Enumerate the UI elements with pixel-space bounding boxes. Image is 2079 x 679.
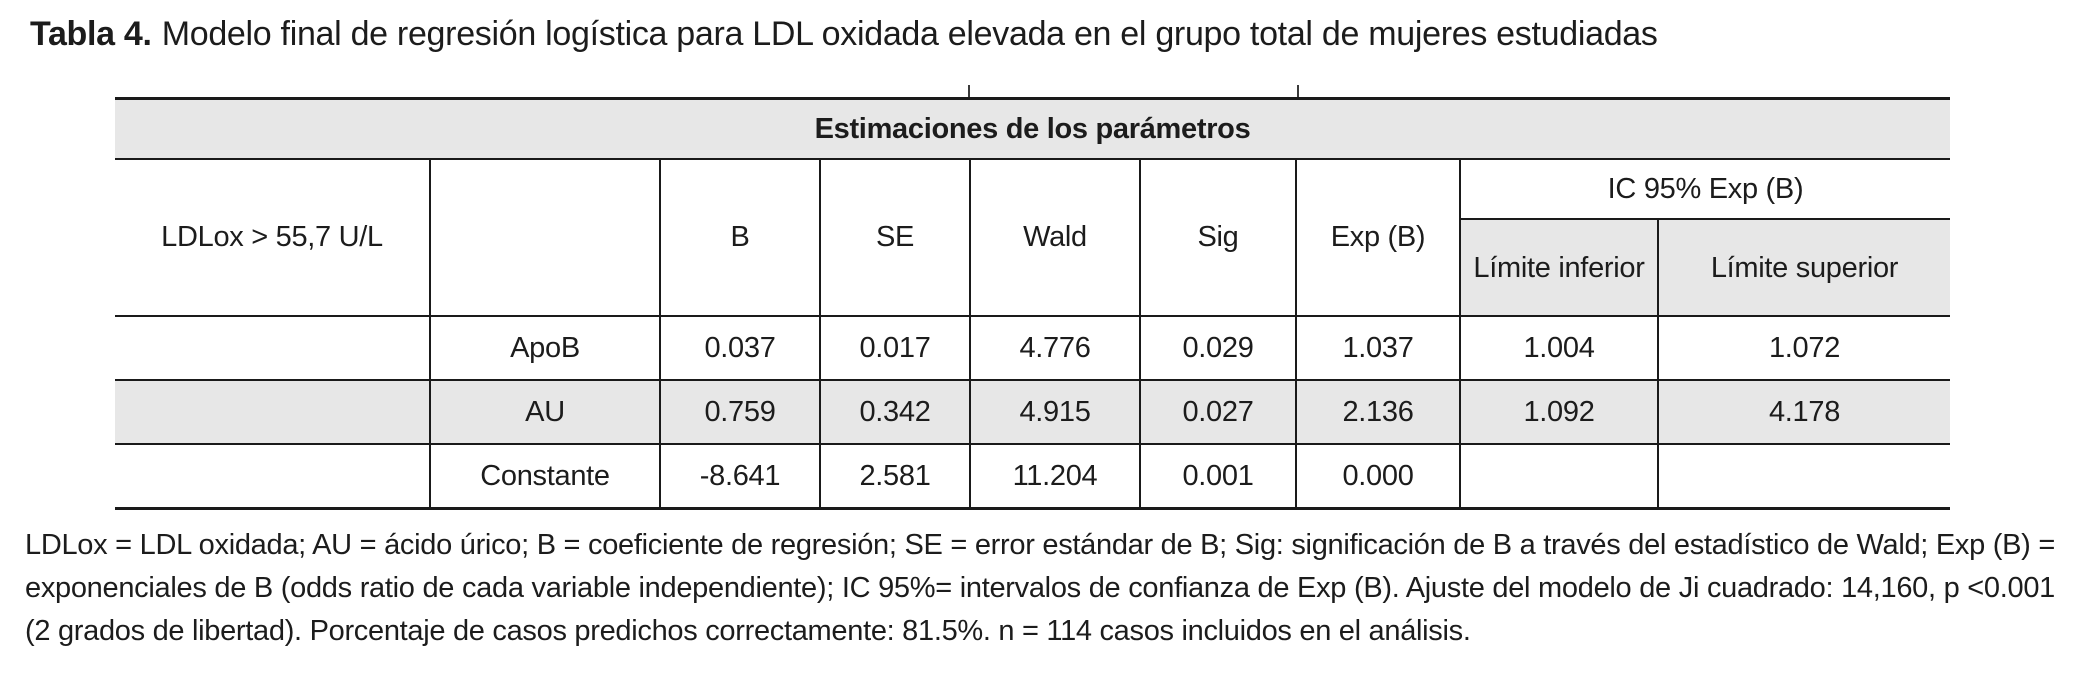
cell-exp-b: 1.037 [1295,316,1460,381]
column-tick [1297,85,1299,99]
table-row-constante: Constante -8.641 2.581 11.204 0.001 0.00… [115,444,1950,510]
cell-ic-upper: 1.072 [1657,316,1950,381]
cell-variable: Constante [429,444,660,510]
cell-variable: ApoB [429,316,660,381]
cell-stub-empty [115,380,430,445]
table-row-apob: ApoB 0.037 0.017 4.776 0.029 1.037 1.004… [115,316,1950,381]
cell-se: 2.581 [819,444,970,510]
table-title-text: Modelo final de regresión logística para… [161,15,1658,53]
col-header-b: B [659,159,820,317]
cell-sig: 0.001 [1139,444,1296,510]
cell-wald: 4.915 [969,380,1140,445]
cell-ic-lower: 1.004 [1459,316,1658,381]
cell-variable: AU [429,380,660,445]
table-header-row: LDLox > 55,7 U/L B SE Wald Sig Exp (B) I… [115,159,1950,317]
cell-b: 0.037 [659,316,820,381]
col-header-se: SE [819,159,970,317]
stub-header: LDLox > 55,7 U/L [115,159,430,317]
cell-ic-upper: 4.178 [1657,380,1950,445]
table-footnote: LDLox = LDL oxidada; AU = ácido úrico; B… [25,529,2055,647]
cell-stub-empty [115,444,430,510]
cell-se: 0.017 [819,316,970,381]
col-header-ic-upper: Límite superior [1657,219,1950,317]
cell-sig: 0.027 [1139,380,1296,445]
table-spanner: Estimaciones de los parámetros [115,97,1950,160]
cell-ic-upper [1657,444,1950,510]
table-spanner-row: Estimaciones de los parámetros [115,97,1950,160]
col-header-sig: Sig [1139,159,1296,317]
cell-wald: 11.204 [969,444,1140,510]
cell-se: 0.342 [819,380,970,445]
cell-ic-lower [1459,444,1658,510]
cell-stub-empty [115,316,430,381]
col-header-wald: Wald [969,159,1140,317]
cell-b: 0.759 [659,380,820,445]
cell-exp-b: 0.000 [1295,444,1460,510]
cell-ic-lower: 1.092 [1459,380,1658,445]
table-subheader-row: Límite inferior Límite superior [115,219,1950,317]
column-tick [968,85,970,99]
variable-column-header-empty [429,159,660,317]
cell-wald: 4.776 [969,316,1140,381]
cell-sig: 0.029 [1139,316,1296,381]
regression-table: Estimaciones de los parámetros LDLox > 5… [115,97,1950,510]
col-header-ic-lower: Límite inferior [1459,219,1658,317]
table-number-label: Tabla 4. [30,15,152,53]
cell-b: -8.641 [659,444,820,510]
table-title: Tabla 4. Modelo final de regresión logíst… [30,12,1658,56]
cell-exp-b: 2.136 [1295,380,1460,445]
ic-group-header: IC 95% Exp (B) [1459,159,1950,220]
table-row-au: AU 0.759 0.342 4.915 0.027 2.136 1.092 4… [115,380,1950,445]
col-header-exp-b: Exp (B) [1295,159,1460,317]
